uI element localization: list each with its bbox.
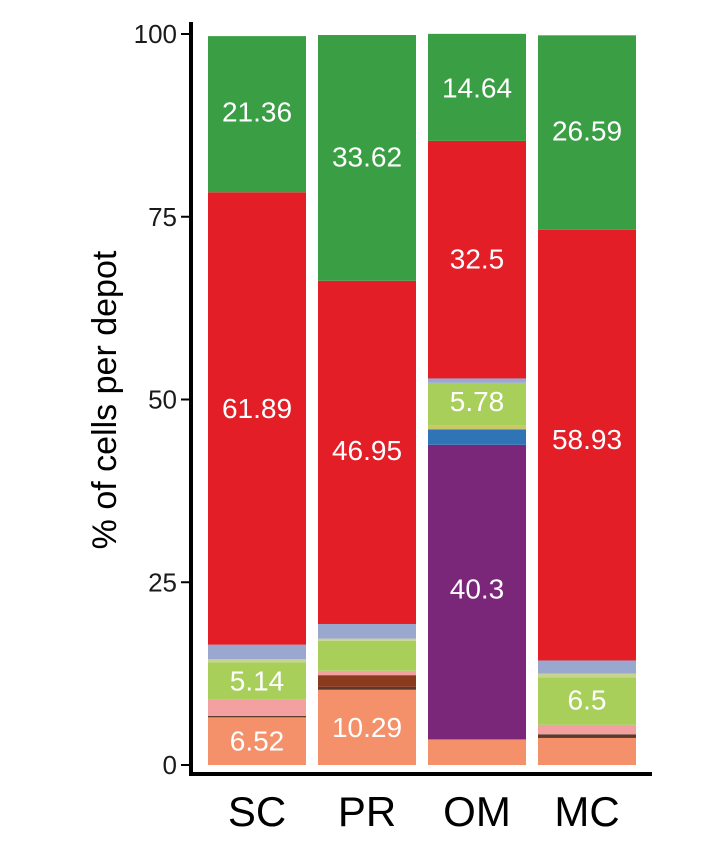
bar-segment-mc-5 (538, 673, 636, 678)
data-label: 46.95 (332, 435, 402, 466)
data-label: 40.3 (450, 573, 505, 604)
y-tick-label: 75 (148, 202, 177, 232)
y-axis-title: % of cells per depot (86, 250, 124, 549)
bar-segment-sc-10 (208, 644, 306, 660)
bar-segment-pr-3 (318, 670, 416, 676)
bar-segment-om-0 (428, 739, 526, 765)
y-tick-label: 25 (148, 567, 177, 597)
bar-segment-pr-0 (318, 689, 416, 765)
y-tick-label: 0 (163, 750, 177, 780)
bar-segment-om-10 (428, 378, 526, 383)
bar-segment-sc-4 (208, 662, 306, 700)
bar-segment-om-12 (428, 33, 526, 141)
data-label: 26.59 (552, 116, 622, 147)
bar-segment-om-11 (428, 140, 526, 379)
bar-segment-mc-10 (538, 660, 636, 674)
bar-segment-pr-2 (318, 675, 416, 687)
bar-segment-om-6 (428, 444, 526, 740)
bar-segment-pr-10 (318, 623, 416, 639)
bar-segment-sc-0 (208, 717, 306, 765)
data-label: 5.14 (230, 665, 285, 696)
x-category-label: SC (228, 788, 286, 835)
data-label: 58.93 (552, 424, 622, 455)
bar-segment-pr-5 (318, 638, 416, 641)
y-tick-label: 100 (134, 19, 177, 49)
data-label: 61.89 (222, 393, 292, 424)
bar-segment-mc-4 (538, 677, 636, 725)
data-label: 14.64 (442, 73, 512, 104)
data-label: 33.62 (332, 141, 402, 172)
bar-segment-pr-11 (318, 280, 416, 624)
data-label: 6.52 (230, 726, 285, 757)
data-label: 21.36 (222, 97, 292, 128)
bar-segment-om-9 (428, 382, 526, 426)
bar-segment-mc-1 (538, 734, 636, 738)
data-label: 6.5 (568, 684, 607, 715)
bar-segment-sc-5 (208, 659, 306, 663)
x-category-label: OM (443, 788, 511, 835)
bar-segment-mc-0 (538, 737, 636, 765)
bar-segment-pr-4 (318, 640, 416, 671)
data-labels-group: 6.52 5.14 61.89 21.36 10.29 46.95 33.62 40.3 5.7… (222, 73, 622, 757)
bar-segment-sc-12 (208, 36, 306, 193)
bar-segment-om-7 (428, 429, 526, 445)
x-category-label: MC (554, 788, 619, 835)
bar-segment-om-8 (428, 425, 526, 430)
bar-segment-pr-12 (318, 35, 416, 281)
bar-segment-mc-11 (538, 229, 636, 661)
data-label: 10.29 (332, 712, 402, 743)
bar-segment-pr-1 (318, 686, 416, 690)
data-label: 32.5 (450, 244, 505, 275)
bars-group (208, 33, 636, 765)
bar-segment-sc-3 (208, 699, 306, 716)
axes-group: 0 25 50 75 100 SC PR OM MC (134, 19, 652, 835)
data-label: 5.78 (450, 386, 505, 417)
x-category-label: PR (338, 788, 396, 835)
bar-segment-sc-11 (208, 192, 306, 645)
y-tick-label: 50 (148, 385, 177, 415)
bar-segment-sc-1 (208, 715, 306, 718)
bar-segment-mc-12 (538, 35, 636, 230)
bar-segment-mc-3 (538, 724, 636, 735)
